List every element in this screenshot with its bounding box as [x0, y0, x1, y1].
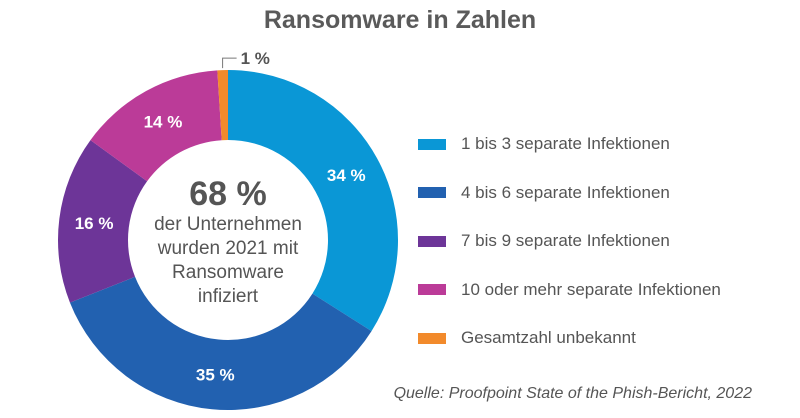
legend-label: 1 bis 3 separate Infektionen — [461, 134, 670, 154]
legend-item: 1 bis 3 separate Infektionen — [418, 120, 721, 169]
legend-label: 7 bis 9 separate Infektionen — [461, 231, 670, 251]
chart-title: Ransomware in Zahlen — [263, 6, 537, 34]
leader-line — [222, 57, 237, 69]
slice-label: 34 % — [327, 166, 366, 185]
slice-2 — [58, 140, 148, 303]
center-value: 68 % — [189, 175, 267, 213]
legend-item: 4 bis 6 separate Infektionen — [418, 169, 721, 218]
slice-3 — [90, 70, 222, 182]
source-note: Quelle: Proofpoint State of the Phish-Be… — [393, 385, 752, 402]
slice-label: 14 % — [144, 113, 183, 132]
center-label: 68 % der Unternehmen wurden 2021 mit Ran… — [128, 175, 328, 309]
center-text-line: der Unternehmen — [154, 214, 302, 235]
legend-swatch — [418, 235, 446, 247]
legend-swatch — [418, 138, 446, 150]
slice-1 — [69, 276, 372, 411]
legend-swatch — [418, 332, 446, 344]
legend-label: Gesamtzahl unbekannt — [461, 328, 636, 348]
slice-label: 1 % — [241, 49, 270, 68]
legend-swatch — [418, 187, 446, 199]
legend-label: 4 bis 6 separate Infektionen — [461, 182, 670, 202]
legend: 1 bis 3 separate Infektionen 4 bis 6 sepa… — [418, 120, 721, 363]
legend-item: 7 bis 9 separate Infektionen — [418, 217, 721, 266]
slice-label: 16 % — [75, 214, 114, 233]
center-text-line: Ransomware — [172, 262, 284, 283]
legend-swatch — [418, 284, 446, 296]
legend-item: Gesamtzahl unbekannt — [418, 314, 721, 363]
slice-0 — [228, 70, 398, 332]
center-text-line: wurden 2021 mit — [157, 238, 299, 259]
center-text-line: infiziert — [197, 286, 259, 307]
legend-item: 10 oder mehr separate Infektionen — [418, 266, 721, 315]
slice-4 — [217, 70, 228, 141]
slice-label: 35 % — [196, 365, 235, 384]
legend-label: 10 oder mehr separate Infektionen — [461, 279, 721, 299]
